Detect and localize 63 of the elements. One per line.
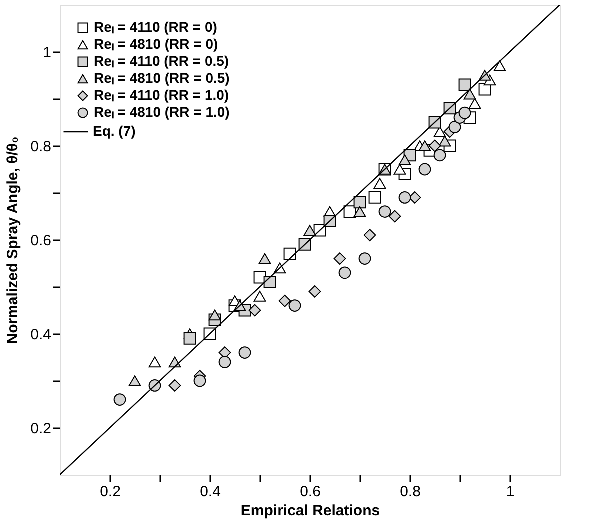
point [218,356,232,368]
point [248,304,262,317]
y-tick-label: 1 [43,44,52,62]
point [494,60,506,72]
point [434,149,446,162]
legend-label: Reₗ = 4810 (RR = 1.0) [94,104,230,120]
x-tick-label: 1 [506,484,515,500]
x-tick-label: 0.8 [400,484,421,500]
x-tick-label: 0.4 [200,484,221,500]
point [418,163,432,176]
point [128,376,142,386]
point [338,266,352,280]
point [364,229,376,242]
point [464,88,476,100]
y-tick-label: 0.6 [30,232,52,250]
point [418,140,432,152]
point [398,154,412,166]
y-tick-label: 0.4 [30,326,52,344]
legend-label: Reₗ = 4110 (RR = 1.0) [94,87,230,103]
point [398,192,412,204]
point [264,276,276,288]
point [334,252,346,265]
point [114,394,126,406]
x-tick-label: 0.2 [100,484,121,500]
point [354,206,366,218]
point [428,140,442,152]
point [288,300,302,312]
y-tick-label: 0.2 [30,420,52,438]
legend-label: Reₗ = 4110 (RR = 0) [94,19,218,35]
legend-label: Eq. (7) [93,123,136,139]
legend-label: Reₗ = 4110 (RR = 0.5) [94,53,230,69]
point [374,178,386,190]
point [304,225,316,236]
point [284,248,296,260]
point [208,310,222,321]
legend-label: Reₗ = 4810 (RR = 0.5) [94,70,230,86]
x-tick-label: 0.6 [300,484,321,500]
point [438,136,452,147]
point [458,78,472,92]
y-tick-label: 0.8 [30,138,52,156]
point [358,252,372,265]
point [394,164,406,175]
point [368,192,382,204]
legend-label: Reₗ = 4810 (RR = 0) [94,36,218,52]
point [278,294,292,308]
point [458,106,472,120]
point [434,126,446,138]
point [194,374,206,388]
point [148,356,162,368]
point [388,210,402,223]
point [354,196,366,209]
point [184,332,196,345]
point [168,380,182,392]
y-axis-title: Normalized Spray Angle, θ/θ₀ [4,136,22,344]
point [468,98,482,110]
x-axis-title: Empirical Relations [240,502,380,520]
point [308,286,322,298]
point [448,121,462,134]
point [254,290,266,302]
point [378,206,392,218]
point [238,346,252,359]
point [258,253,272,264]
point [168,356,182,368]
